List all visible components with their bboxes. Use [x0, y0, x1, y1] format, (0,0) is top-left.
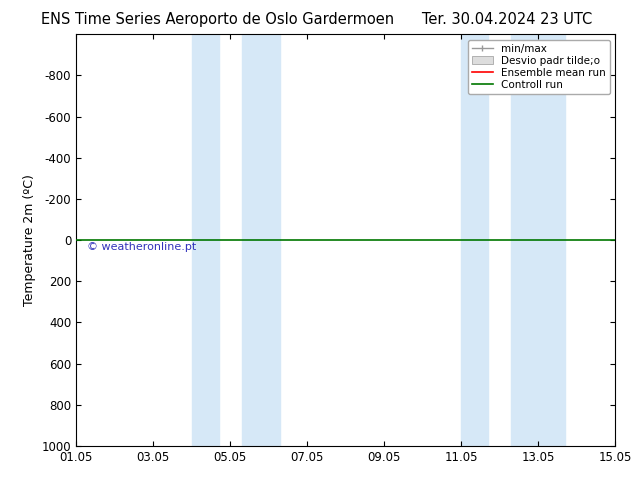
Text: ENS Time Series Aeroporto de Oslo Gardermoen      Ter. 30.04.2024 23 UTC: ENS Time Series Aeroporto de Oslo Garder… — [41, 12, 593, 27]
Bar — [511, 34, 565, 446]
Y-axis label: Temperature 2m (ºC): Temperature 2m (ºC) — [23, 174, 36, 306]
Bar — [461, 34, 488, 446]
Legend: min/max, Desvio padr tilde;o, Ensemble mean run, Controll run: min/max, Desvio padr tilde;o, Ensemble m… — [467, 40, 610, 94]
Bar — [242, 34, 280, 446]
Bar — [191, 34, 219, 446]
Text: © weatheronline.pt: © weatheronline.pt — [87, 242, 196, 252]
